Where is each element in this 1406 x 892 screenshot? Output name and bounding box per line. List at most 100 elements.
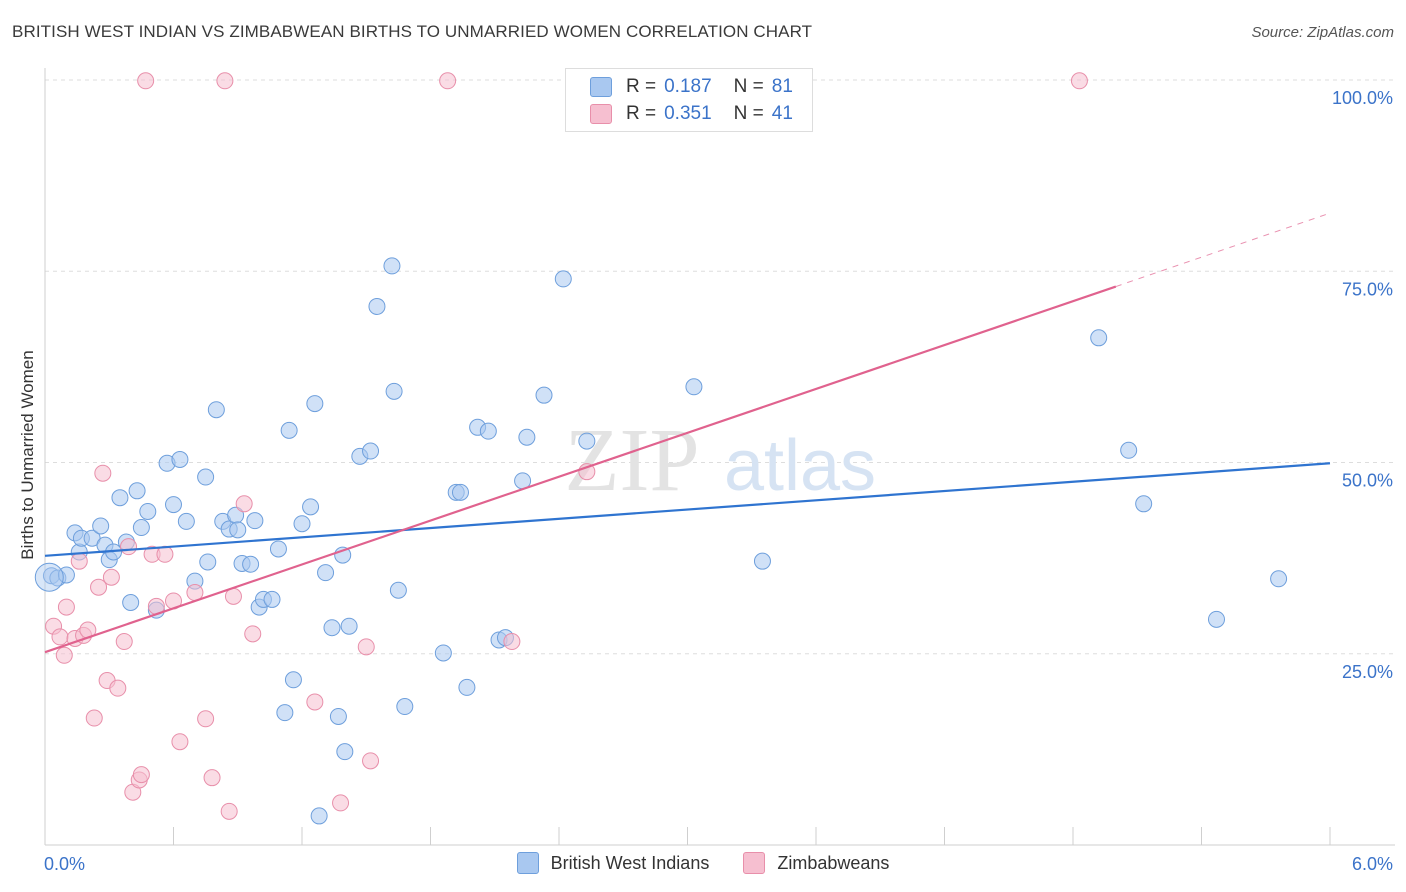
data-point-british-west-indians xyxy=(207,401,225,419)
data-point-zimbabweans xyxy=(109,679,127,697)
legend-n-value: 81 xyxy=(771,76,793,97)
data-point-zimbabweans xyxy=(235,495,253,513)
legend-n-label: N = xyxy=(733,76,764,97)
data-point-british-west-indians xyxy=(280,421,298,439)
data-point-british-west-indians xyxy=(329,707,347,725)
data-point-zimbabweans xyxy=(439,72,457,90)
data-point-british-west-indians xyxy=(434,644,452,662)
data-point-zimbabweans xyxy=(55,646,73,664)
data-point-british-west-indians xyxy=(276,704,294,722)
data-point-british-west-indians xyxy=(139,502,157,520)
legend-label-zimbabweans: Zimbabweans xyxy=(777,852,890,873)
y-tick-label: 75.0% xyxy=(1342,279,1393,299)
data-point-british-west-indians xyxy=(111,489,129,507)
data-point-zimbabweans xyxy=(90,578,108,596)
data-point-zimbabweans xyxy=(244,625,262,643)
data-point-zimbabweans xyxy=(137,72,155,90)
data-point-zimbabweans xyxy=(306,693,324,711)
data-point-zimbabweans xyxy=(156,545,174,563)
data-point-british-west-indians xyxy=(1090,329,1108,347)
data-point-british-west-indians xyxy=(383,257,401,275)
data-point-zimbabweans xyxy=(51,628,69,646)
data-point-british-west-indians xyxy=(132,519,150,537)
legend-swatch-blue xyxy=(590,77,612,97)
data-point-british-west-indians xyxy=(336,743,354,761)
legend-n-label: N = xyxy=(733,103,764,124)
data-point-british-west-indians xyxy=(57,566,75,584)
data-point-zimbabweans xyxy=(94,464,112,482)
source-label: Source: ZipAtlas.com xyxy=(1251,24,1394,41)
data-point-british-west-indians xyxy=(451,483,469,501)
data-point-zimbabweans xyxy=(362,752,380,770)
data-point-british-west-indians xyxy=(246,512,264,530)
data-point-british-west-indians xyxy=(396,698,414,716)
data-point-british-west-indians xyxy=(1270,570,1288,588)
data-point-british-west-indians xyxy=(317,564,335,582)
data-point-british-west-indians xyxy=(1207,610,1225,628)
y-tick-label: 25.0% xyxy=(1342,662,1393,682)
y-tick-label: 50.0% xyxy=(1342,471,1393,491)
data-point-british-west-indians xyxy=(578,432,596,450)
legend-r-label: R = xyxy=(626,76,657,97)
data-point-british-west-indians xyxy=(122,593,140,611)
x-tick-label: 0.0% xyxy=(44,854,85,874)
data-point-british-west-indians xyxy=(229,521,247,539)
data-point-british-west-indians xyxy=(340,617,358,635)
legend-item-british-west-indians: British West Indians xyxy=(516,852,710,874)
data-point-british-west-indians xyxy=(479,422,497,440)
legend-row-blue: R = 0.187 N = 81 xyxy=(590,75,793,99)
x-tick-label: 6.0% xyxy=(1352,854,1393,874)
data-point-zimbabweans xyxy=(220,802,238,820)
axes xyxy=(44,68,1395,846)
data-point-british-west-indians xyxy=(263,590,281,608)
legend-r-value: 0.351 xyxy=(664,103,712,124)
data-point-zimbabweans xyxy=(216,72,234,90)
data-point-zimbabweans xyxy=(357,638,375,656)
legend-item-zimbabweans: Zimbabweans xyxy=(743,852,889,874)
data-point-british-west-indians xyxy=(389,581,407,599)
data-point-british-west-indians xyxy=(685,378,703,396)
trend-line-zimbabweans xyxy=(44,285,1117,654)
data-point-british-west-indians xyxy=(242,555,260,573)
data-point-zimbabweans xyxy=(197,710,215,728)
data-point-zimbabweans xyxy=(332,794,350,812)
data-point-british-west-indians xyxy=(753,552,771,570)
watermark: ZIP atlas xyxy=(565,411,877,510)
data-point-british-west-indians xyxy=(199,553,217,571)
data-point-british-west-indians xyxy=(92,517,110,535)
data-point-zimbabweans xyxy=(85,709,103,727)
legend-r-value: 0.187 xyxy=(664,76,712,97)
data-point-british-west-indians xyxy=(165,496,182,514)
data-point-british-west-indians xyxy=(177,512,195,530)
data-point-zimbabweans xyxy=(503,633,521,651)
data-point-british-west-indians xyxy=(310,807,328,825)
data-point-british-west-indians xyxy=(1135,495,1153,513)
data-point-zimbabweans xyxy=(57,598,75,616)
legend-r-label: R = xyxy=(626,103,657,124)
data-point-british-west-indians xyxy=(293,515,311,533)
data-point-british-west-indians xyxy=(269,540,287,558)
trend-line-zimbabweans-extension xyxy=(1115,212,1331,288)
correlation-legend: R = 0.187 N = 81 R = 0.351 N = 41 xyxy=(565,68,813,132)
data-point-british-west-indians xyxy=(197,468,215,486)
tick-labels: 25.0% 50.0% 75.0% 100.0% 0.0% 6.0% xyxy=(44,88,1393,874)
legend-label-british-west-indians: British West Indians xyxy=(550,852,710,873)
y-tick-label: 100.0% xyxy=(1332,88,1393,108)
data-point-british-west-indians xyxy=(302,498,320,516)
data-point-british-west-indians xyxy=(368,297,386,315)
data-point-british-west-indians xyxy=(34,562,64,592)
legend-n-value: 41 xyxy=(771,103,793,124)
data-point-zimbabweans xyxy=(1070,72,1088,90)
data-point-zimbabweans xyxy=(102,568,120,586)
watermark-atlas: atlas xyxy=(724,426,876,506)
data-point-british-west-indians xyxy=(554,270,572,288)
data-point-zimbabweans xyxy=(70,552,88,570)
data-point-british-west-indians xyxy=(306,395,324,413)
data-point-british-west-indians xyxy=(284,671,302,689)
data-point-british-west-indians xyxy=(171,450,189,468)
trend-lines xyxy=(44,212,1331,654)
data-point-zimbabweans xyxy=(171,733,189,751)
legend-swatch-blue xyxy=(516,852,539,874)
trend-line-british-west-indians xyxy=(44,462,1331,557)
